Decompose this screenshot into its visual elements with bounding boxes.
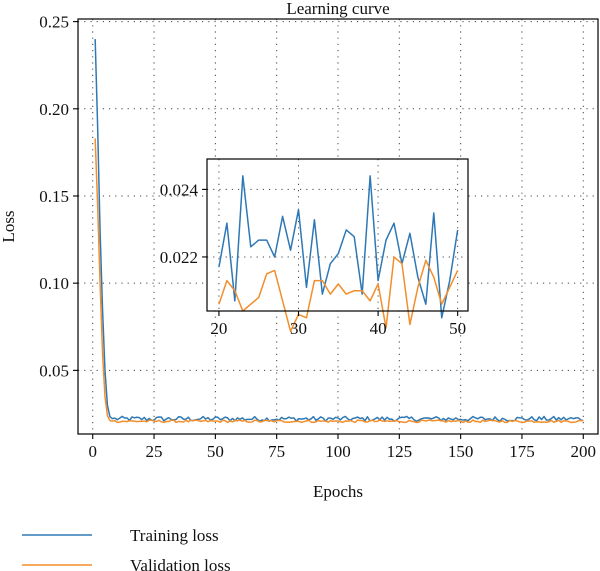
main-x-tick-label: 25 [146, 442, 163, 461]
main-x-tick-label: 100 [325, 442, 351, 461]
inset-x-tick-label: 30 [290, 319, 307, 338]
main-y-tick-label: 0.05 [39, 361, 69, 380]
inset-ticks: 20 30 40 50 0.022 0.024 [160, 180, 466, 338]
main-x-tick-label: 200 [571, 442, 597, 461]
inset-series-line-validation-loss [218, 256, 459, 333]
main-x-tick-label: 75 [268, 442, 285, 461]
main-grid [78, 19, 598, 434]
inset-x-tick-label: 50 [449, 319, 466, 338]
inset-series [218, 175, 459, 333]
inset-background [207, 159, 468, 311]
inset-y-tick-label: 0.024 [160, 180, 199, 199]
legend-label-validation-loss: Validation loss [130, 556, 231, 571]
main-y-tick-label: 0.10 [39, 274, 69, 293]
inset-grid [207, 159, 468, 311]
main-x-tick-label: 0 [88, 442, 97, 461]
inset-frame [206, 158, 469, 312]
main-y-tick-label: 0.20 [39, 100, 69, 119]
inset-x-tick-label: 20 [210, 319, 227, 338]
inset-series-line-training-loss [218, 175, 459, 319]
y-axis-label: Loss [0, 210, 18, 242]
main-series [94, 39, 584, 424]
inset-y-tick-label: 0.022 [160, 248, 198, 267]
x-axis-label: Epochs [313, 482, 363, 501]
main-x-tick-label: 150 [448, 442, 474, 461]
chart-title: Learning curve [286, 0, 389, 18]
main-x-tick-label: 125 [387, 442, 413, 461]
main-y-tick-label: 0.15 [39, 187, 69, 206]
main-ticks: 0 25 50 75 100 125 150 175 200 0.05 0.10 0.15 0.20 0.… [39, 13, 596, 461]
main-x-tick-label: 50 [207, 442, 224, 461]
inset-x-tick-label: 40 [370, 319, 387, 338]
legend-label-training-loss: Training loss [130, 526, 219, 545]
main-series-line-training-loss [94, 39, 584, 422]
main-x-tick-label: 175 [509, 442, 535, 461]
main-y-tick-label: 0.25 [39, 13, 69, 32]
main-series-line-validation-loss [94, 138, 584, 424]
inset-plot: 20 30 40 50 0.022 0.024 [160, 158, 469, 338]
main-plot: 0 25 50 75 100 125 150 175 200 0.05 0.10 0.15 0.20 0.… [0, 0, 599, 501]
legend: Training loss Validation loss [22, 526, 231, 571]
